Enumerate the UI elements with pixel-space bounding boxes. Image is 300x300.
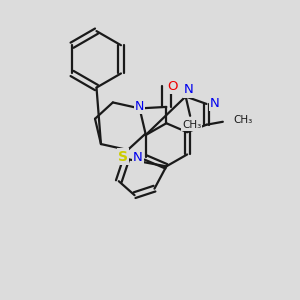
Text: N: N [210, 98, 220, 110]
Text: N: N [133, 151, 143, 164]
Text: N: N [184, 83, 194, 97]
Text: CH₃: CH₃ [182, 120, 201, 130]
Text: O: O [168, 80, 178, 93]
Text: S: S [118, 149, 128, 164]
Text: CH₃: CH₃ [233, 115, 253, 125]
Text: N: N [135, 100, 144, 112]
